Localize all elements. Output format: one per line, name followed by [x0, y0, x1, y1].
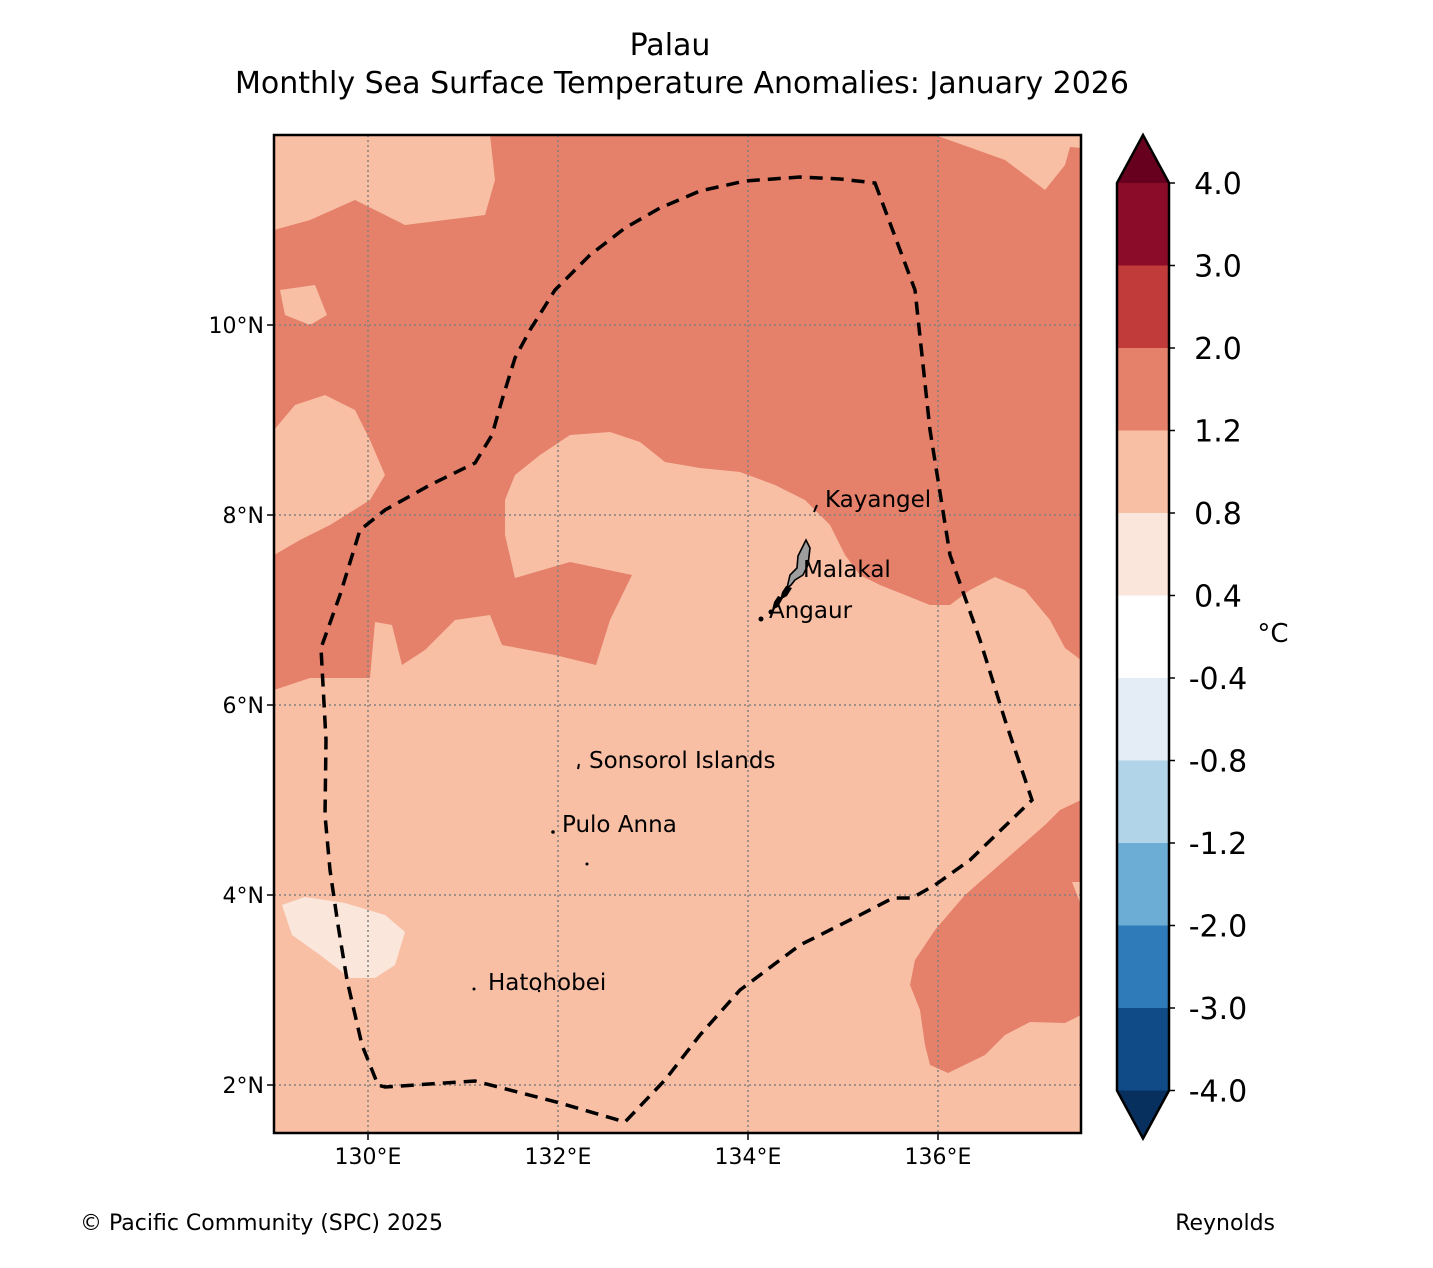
- colorbar-label: 0.4: [1194, 580, 1242, 615]
- sst-anomaly-field: [274, 135, 1081, 1133]
- gridlines: [274, 135, 1081, 1133]
- palau-islands: [472, 504, 818, 993]
- colorbar-label: 3.0: [1194, 250, 1242, 285]
- kayangel-island: [813, 504, 818, 513]
- lat-tick-label: 2°N: [223, 1074, 264, 1099]
- rock-islands: [772, 596, 783, 610]
- eez-boundary: [319, 175, 1035, 1124]
- copyright-text: © Pacific Community (SPC) 2025: [80, 1211, 443, 1236]
- anomaly-region-se: [910, 800, 1081, 1073]
- pulo-anna-island: [551, 830, 555, 834]
- lat-tick-label: 8°N: [223, 504, 264, 529]
- sonsorol-island: [577, 763, 580, 770]
- colorbar-segment: [1117, 1008, 1169, 1091]
- title-line-2: Monthly Sea Surface Temperature Anomalie…: [235, 66, 1129, 101]
- colorbar-segment: [1117, 595, 1169, 679]
- place-label-malakal: Malakal: [803, 557, 891, 583]
- place-label-sonsorol: Sonsorol Islands: [589, 748, 775, 774]
- title-line-1: Palau: [630, 28, 711, 63]
- lat-axis: 10°N 8°N 6°N 4°N 2°N: [209, 314, 274, 1099]
- colorbar-label: -0.4: [1189, 662, 1248, 697]
- anomaly-pocket-w: [274, 395, 385, 555]
- lon-axis: 130°E 132°E 134°E 136°E: [335, 1133, 972, 1170]
- colorbar: 4.0 3.0 2.0 1.2 0.8 0.4 -0.4 -0.8 -1.2 -2.0 -3.0 -4…: [1115, 132, 1248, 1142]
- colorbar-segment: [1117, 430, 1169, 514]
- colorbar-segment: [1117, 183, 1169, 266]
- colorbar-segment: [1117, 678, 1169, 761]
- lat-tick-label: 10°N: [209, 314, 264, 339]
- koror-islands: [780, 586, 792, 600]
- lon-tick-label: 136°E: [905, 1145, 972, 1170]
- colorbar-label: 1.2: [1194, 415, 1242, 450]
- lat-tick-label: 6°N: [223, 694, 264, 719]
- colorbar-segment: [1117, 513, 1169, 596]
- lon-tick-label: 130°E: [335, 1145, 402, 1170]
- colorbar-label: -0.8: [1189, 745, 1248, 780]
- colorbar-unit: °C: [1257, 619, 1288, 649]
- place-label-pulo-anna: Pulo Anna: [562, 812, 677, 838]
- lon-tick-label: 134°E: [715, 1145, 782, 1170]
- anomaly-pocket-nw: [280, 285, 327, 325]
- place-label-kayangel: Kayangel: [825, 487, 931, 513]
- colorbar-segment: [1117, 925, 1169, 1009]
- anomaly-pocket-sw: [282, 897, 405, 978]
- colorbar-label: 4.0: [1194, 167, 1242, 202]
- colorbar-label: -2.0: [1189, 910, 1248, 945]
- place-label-angaur: Angaur: [769, 598, 853, 624]
- colorbar-segment: [1117, 760, 1169, 844]
- colorbar-extend-min: [1117, 1090, 1169, 1139]
- colorbar-segment: [1117, 265, 1169, 349]
- anomaly-region-north: [274, 135, 1081, 690]
- data-source-text: Reynolds: [1175, 1211, 1275, 1236]
- babeldaob-island: [785, 538, 811, 590]
- colorbar-segment: [1117, 348, 1169, 431]
- colorbar-label: 2.0: [1194, 332, 1242, 367]
- helen-reef-island: [537, 989, 541, 993]
- lon-tick-label: 132°E: [525, 1145, 592, 1170]
- peleliu-island: [768, 609, 774, 615]
- colorbar-label: 0.8: [1194, 497, 1242, 532]
- map-frame: [272, 133, 1083, 1135]
- place-label-hatohobei: Hatohobei: [488, 970, 606, 996]
- angaur-island: [758, 616, 764, 622]
- hatohobei-island: [472, 987, 476, 991]
- lat-tick-label: 4°N: [223, 884, 264, 909]
- merir-island: [585, 862, 589, 866]
- colorbar-extend-max: [1117, 135, 1169, 183]
- colorbar-segment: [1117, 843, 1169, 926]
- colorbar-label: -4.0: [1189, 1075, 1248, 1110]
- colorbar-label: -3.0: [1189, 992, 1248, 1027]
- place-labels: Kayangel Malakal Angaur Sonsorol Islands…: [488, 487, 931, 996]
- colorbar-label: -1.2: [1189, 827, 1248, 862]
